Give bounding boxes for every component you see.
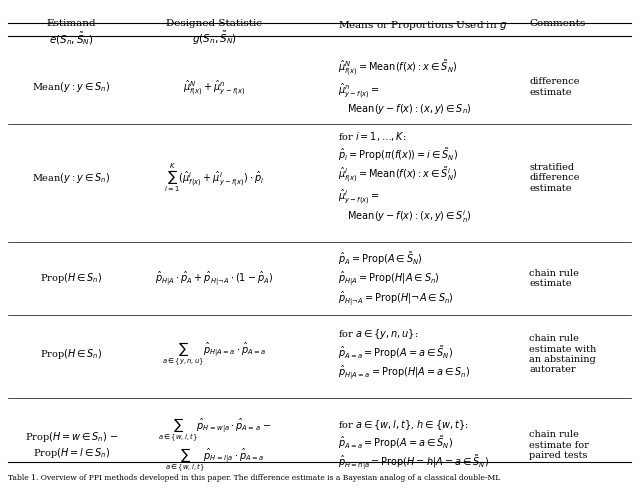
Text: difference
estimate: difference estimate [529,77,580,97]
Text: Table 1. Overview of PPI methods developed in this paper. The difference estimat: Table 1. Overview of PPI methods develop… [8,474,500,483]
Text: Designed Statistic
$g(S_n, \tilde{S}_N)$: Designed Statistic $g(S_n, \tilde{S}_N)$ [166,19,262,47]
Text: Estimand
$e(S_n, \tilde{S}_N)$: Estimand $e(S_n, \tilde{S}_N)$ [47,19,96,47]
Text: $\sum_{i=1}^{K}(\hat{\mu}^i_{f(x)} + \hat{\mu}^i_{y-f(x)}) \cdot \hat{p}_i$: $\sum_{i=1}^{K}(\hat{\mu}^i_{f(x)} + \ha… [164,161,265,194]
Text: stratified
difference
estimate: stratified difference estimate [529,163,580,193]
Text: Prop$(H = w \in S_n)$ $-$
Prop$(H = l \in S_n)$: Prop$(H = w \in S_n)$ $-$ Prop$(H = l \i… [24,430,118,460]
Text: Means or Proportions Used in $g$: Means or Proportions Used in $g$ [339,19,508,32]
Text: Mean$(y : y \in S_n)$: Mean$(y : y \in S_n)$ [32,171,111,185]
Text: $\hat{\mu}^N_{f(x)} = \text{Mean}(f(x) : x \in \tilde{S}_N)$
$\hat{\mu}^n_{y-f(x: $\hat{\mu}^N_{f(x)} = \text{Mean}(f(x) :… [339,59,472,115]
Text: for $a \in \{y, n, u\}$:
$\hat{p}_{A=a} = \text{Prop}(A = a \in \tilde{S}_N)$
$\: for $a \in \{y, n, u\}$: $\hat{p}_{A=a} … [339,327,471,381]
Text: Mean$(y : y \in S_n)$: Mean$(y : y \in S_n)$ [32,80,111,94]
Text: $\hat{\mu}^N_{f(x)} + \hat{\mu}^n_{y-f(x)}$: $\hat{\mu}^N_{f(x)} + \hat{\mu}^n_{y-f(x… [183,78,246,97]
Text: for $i = 1, \ldots, K$:
$\hat{p}_i = \text{Prop}(\pi(f(x)) = i \in \tilde{S}_N)$: for $i = 1, \ldots, K$: $\hat{p}_i = \te… [339,130,472,225]
Text: Prop$(H \in S_n)$: Prop$(H \in S_n)$ [40,348,102,361]
Text: chain rule
estimate: chain rule estimate [529,269,579,288]
Text: $\hat{p}_A = \text{Prop}(A \in \tilde{S}_N)$
$\hat{p}_{H|A} = \text{Prop}(H | A : $\hat{p}_A = \text{Prop}(A \in \tilde{S}… [339,249,454,307]
Text: $\hat{p}_{H|A} \cdot \hat{p}_A + \hat{p}_{H|\neg A} \cdot (1 - \hat{p}_A)$: $\hat{p}_{H|A} \cdot \hat{p}_A + \hat{p}… [156,269,274,287]
Text: Comments: Comments [529,19,586,28]
Text: for $a \in \{w, l, t\}$, $h \in \{w, t\}$:
$\hat{p}_{A=a} = \text{Prop}(A = a \i: for $a \in \{w, l, t\}$, $h \in \{w, t\}… [339,418,490,472]
Text: $\sum_{a \in \{w,l,t\}} \hat{p}_{H=w|a} \cdot \hat{p}_{A=a}$ $-$
$\sum_{a \in \{: $\sum_{a \in \{w,l,t\}} \hat{p}_{H=w|a} … [157,416,271,474]
Text: chain rule
estimate with
an abstaining
autorater: chain rule estimate with an abstaining a… [529,334,596,375]
Text: Prop$(H \in S_n)$: Prop$(H \in S_n)$ [40,271,102,285]
Text: $\sum_{a \in \{y,n,u\}} \hat{p}_{H|A=a} \cdot \hat{p}_{A=a}$: $\sum_{a \in \{y,n,u\}} \hat{p}_{H|A=a} … [163,341,267,368]
Text: chain rule
estimate for
paired tests: chain rule estimate for paired tests [529,430,589,460]
